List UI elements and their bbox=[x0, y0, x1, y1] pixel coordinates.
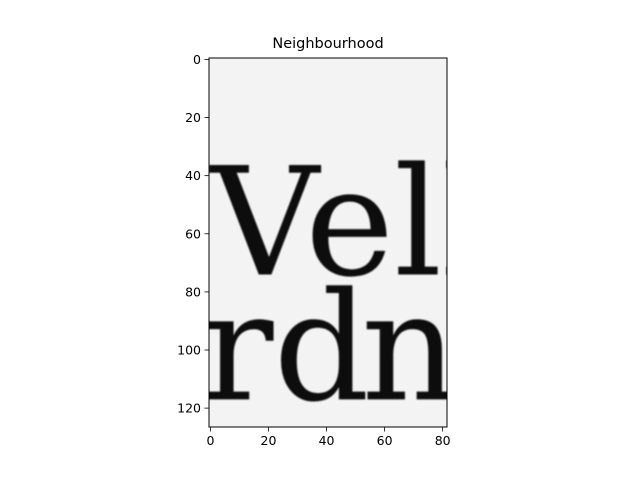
image-text-2: rd bbox=[202, 261, 370, 435]
x-tick-label: 20 bbox=[261, 433, 277, 448]
image-text-1: I bbox=[443, 136, 502, 310]
image-text-3: nu bbox=[361, 261, 554, 435]
y-tick-label: 0 bbox=[193, 52, 201, 67]
x-tick-label: 0 bbox=[206, 433, 214, 448]
image-text-0: Vells bbox=[208, 136, 567, 310]
image-background bbox=[209, 58, 447, 427]
x-tick-label: 80 bbox=[435, 433, 451, 448]
y-tick-label: 80 bbox=[185, 284, 201, 299]
y-tick-label: 20 bbox=[185, 110, 201, 125]
axes-frame bbox=[208, 57, 448, 428]
x-axis: 0 20 40 60 80 bbox=[206, 427, 451, 448]
x-tick-label: 60 bbox=[377, 433, 393, 448]
y-axis: 0 20 40 60 80 100 120 bbox=[177, 52, 209, 416]
y-tick-label: 40 bbox=[185, 168, 201, 183]
chart-title: Neighbourhood bbox=[272, 36, 383, 52]
x-tick-label: 40 bbox=[319, 433, 335, 448]
y-tick-label: 60 bbox=[185, 226, 201, 241]
y-tick-label: 120 bbox=[177, 401, 201, 416]
y-tick-label: 100 bbox=[177, 343, 201, 358]
